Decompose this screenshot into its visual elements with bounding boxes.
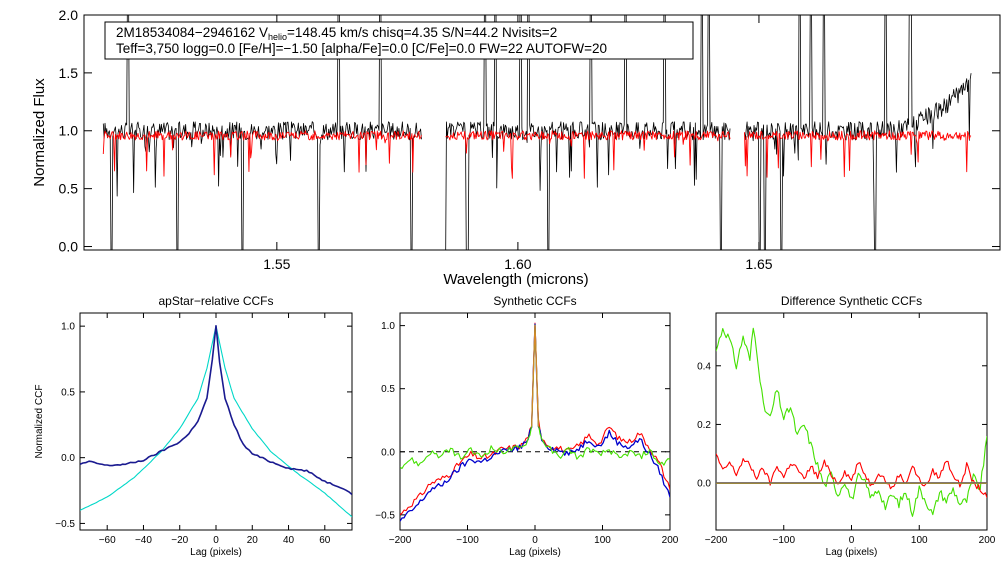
apstar-ytick-label: 0.0 <box>61 453 75 464</box>
spectrum-xtick-label: 1.65 <box>745 256 772 272</box>
synth-xlabel: Lag (pixels) <box>509 547 561 558</box>
diff-xtick-label: 100 <box>911 535 928 546</box>
spectrum-line-0 <box>102 15 422 250</box>
synth-xtick-label: −200 <box>389 535 412 546</box>
diff-title: Difference Synthetic CCFs <box>781 294 922 308</box>
apstar-ytick-label: 1.0 <box>61 322 75 333</box>
apstar-xtick-label: 40 <box>283 535 295 546</box>
apstar-series-visit-1 <box>80 325 352 518</box>
apstar-series-visit-2 <box>80 325 352 496</box>
apstar-title: apStar−relative CCFs <box>158 294 273 308</box>
spectrum-line-1 <box>445 130 731 179</box>
apstar-xtick-label: −40 <box>135 535 152 546</box>
spectrum-xlabel: Wavelength (microns) <box>443 271 588 288</box>
synthetic-ccf-panel: −200 −100 0 100 200 −0.5 0.0 0.5 1.0 Synthetic CC… <box>375 294 679 558</box>
spectrum-line-0 <box>102 130 422 177</box>
apstar-xtick-label: 20 <box>247 535 259 546</box>
apstar-ccf-panel: −60 −40 −20 0 20 40 60 −0.5 0.0 0.5 1.0 apStar−rela… <box>34 294 353 558</box>
diff-xtick-label: 200 <box>979 535 996 546</box>
diff-xtick-label: −100 <box>772 535 795 546</box>
synth-series-orange <box>530 324 540 427</box>
apstar-ytick-label: −0.5 <box>55 519 75 530</box>
spectrum-series-synthetic <box>102 130 972 179</box>
synth-axes-frame <box>399 312 671 531</box>
spectrum-info-line1: 2M18534084−2946162 Vhelio=148.45 km/s ch… <box>116 25 557 42</box>
diff-xtick-label: −200 <box>705 535 728 546</box>
spectrum-ytick-label: 1.0 <box>59 123 79 139</box>
object-id: 2M18534084−2946162 <box>116 25 259 40</box>
spectrum-xtick-label: 1.55 <box>263 256 290 272</box>
apstar-ylabel: Normalized CCF <box>34 385 45 459</box>
spectrum-xtick-label: 1.60 <box>504 256 531 272</box>
v-subscript: helio <box>268 32 287 42</box>
v-symbol: V <box>259 25 268 40</box>
diff-ytick-label: 0.0 <box>697 479 711 490</box>
spectrum-ytick-label: 0.5 <box>59 181 79 197</box>
apstar-xtick-label: −20 <box>171 535 188 546</box>
diff-ytick-label: 0.4 <box>697 361 711 372</box>
apstar-xtick-label: 60 <box>319 535 331 546</box>
synth-series-red <box>400 322 670 516</box>
spectrum-ytick-label: 0.0 <box>59 238 79 254</box>
diff-ytick-label: 0.2 <box>697 420 711 431</box>
spectrum-ytick-label: 2.0 <box>59 7 79 23</box>
apstar-xlabel: Lag (pixels) <box>190 547 242 558</box>
v-values: =148.45 km/s chisq=4.35 S/N=44.2 Nvisits… <box>287 25 557 40</box>
diff-series-red <box>716 453 987 498</box>
spectrum-line-2 <box>744 130 972 178</box>
diff-series-green <box>716 327 987 517</box>
apstar-xtick-label: 0 <box>213 535 219 546</box>
diff-xlabel: Lag (pixels) <box>826 547 878 558</box>
spectrum-panel: 1.55 1.60 1.65 0.0 0.5 1.0 1.5 2.0 2M18534084−29… <box>31 7 1001 288</box>
apstar-ytick-label: 0.5 <box>61 387 75 398</box>
synth-xtick-label: 100 <box>594 535 611 546</box>
synth-xtick-label: −100 <box>456 535 479 546</box>
synth-xtick-label: 200 <box>662 535 679 546</box>
apstar-axes-frame <box>79 312 353 531</box>
spectrum-info-line2: Teff=3,750 logg=0.0 [Fe/H]=−1.50 [alpha/… <box>116 41 607 56</box>
diff-xtick-label: 0 <box>849 535 855 546</box>
difference-ccf-panel: −200 −100 0 100 200 0.0 0.2 0.4 Difference Synth… <box>697 294 996 558</box>
spectrum-ylabel: Normalized Flux <box>31 78 48 187</box>
apstar-xtick-label: −60 <box>99 535 116 546</box>
synth-ytick-label: 1.0 <box>381 321 395 332</box>
spectrum-ytick-label: 1.5 <box>59 65 79 81</box>
synth-ytick-label: 0.5 <box>381 384 395 395</box>
spectrum-axes-frame <box>83 14 1001 251</box>
synth-xtick-label: 0 <box>532 535 538 546</box>
synth-ytick-label: −0.5 <box>375 510 395 521</box>
spectrum-info-box <box>104 21 694 60</box>
synth-title: Synthetic CCFs <box>493 294 576 308</box>
synth-series-blue <box>400 323 670 522</box>
synth-ytick-label: 0.0 <box>381 447 395 458</box>
